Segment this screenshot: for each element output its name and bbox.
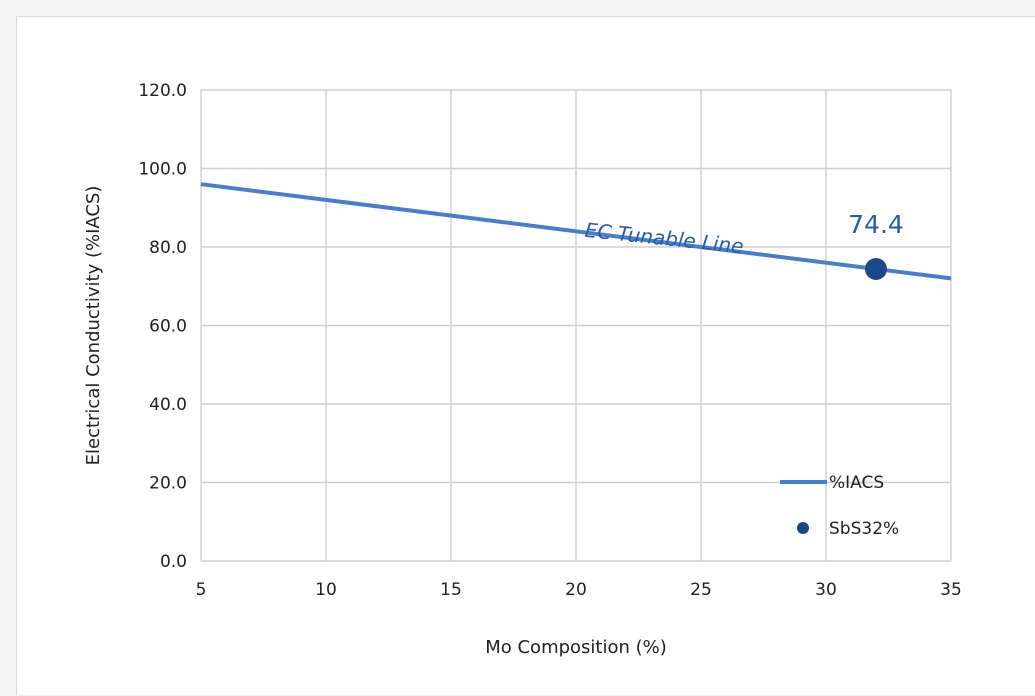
conductivity-chart: 5 10 15 20 25 30 35 0.0 20.0 40.0 60.0 80.0 100.0 12…: [83, 81, 962, 658]
y-tick-label: 120.0: [138, 81, 187, 101]
x-tick-label: 10: [315, 580, 337, 600]
x-tick-labels: 5 10 15 20 25 30 35: [196, 580, 962, 600]
x-tick-label: 5: [196, 580, 207, 600]
data-point-value-label: 74.4: [848, 210, 904, 239]
data-point-sbs32: [865, 257, 887, 280]
y-tick-label: 40.0: [149, 395, 187, 415]
grid: [200, 89, 952, 562]
x-tick-label: 20: [565, 580, 587, 600]
ec-tunable-line-label: EC Tunable Line: [584, 218, 745, 259]
x-tick-label: 15: [440, 580, 462, 600]
x-tick-label: 25: [690, 580, 712, 600]
y-tick-label: 20.0: [149, 474, 187, 494]
legend-line-label: %IACS: [829, 473, 884, 493]
y-tick-label: 80.0: [149, 238, 187, 258]
x-tick-label: 35: [940, 580, 962, 600]
chart-frame: 5 10 15 20 25 30 35 0.0 20.0 40.0 60.0 80.0 100.0 12…: [16, 16, 1035, 695]
legend-dot-swatch: [797, 522, 809, 534]
series-line-iacs: [200, 182, 952, 281]
y-tick-label: 60.0: [149, 317, 187, 337]
y-tick-label: 100.0: [138, 160, 187, 180]
legend-dot-label: SbS32%: [829, 519, 899, 539]
series-layer: [200, 182, 952, 281]
x-axis-label: Mo Composition (%): [485, 637, 667, 658]
legend: %IACS SbS32%: [780, 473, 899, 539]
y-axis-label: Electrical Conductivity (%IACS): [83, 186, 104, 466]
y-tick-labels: 0.0 20.0 40.0 60.0 80.0 100.0 120.0: [138, 81, 187, 572]
y-tick-label: 0.0: [160, 552, 187, 572]
x-tick-label: 30: [815, 580, 837, 600]
